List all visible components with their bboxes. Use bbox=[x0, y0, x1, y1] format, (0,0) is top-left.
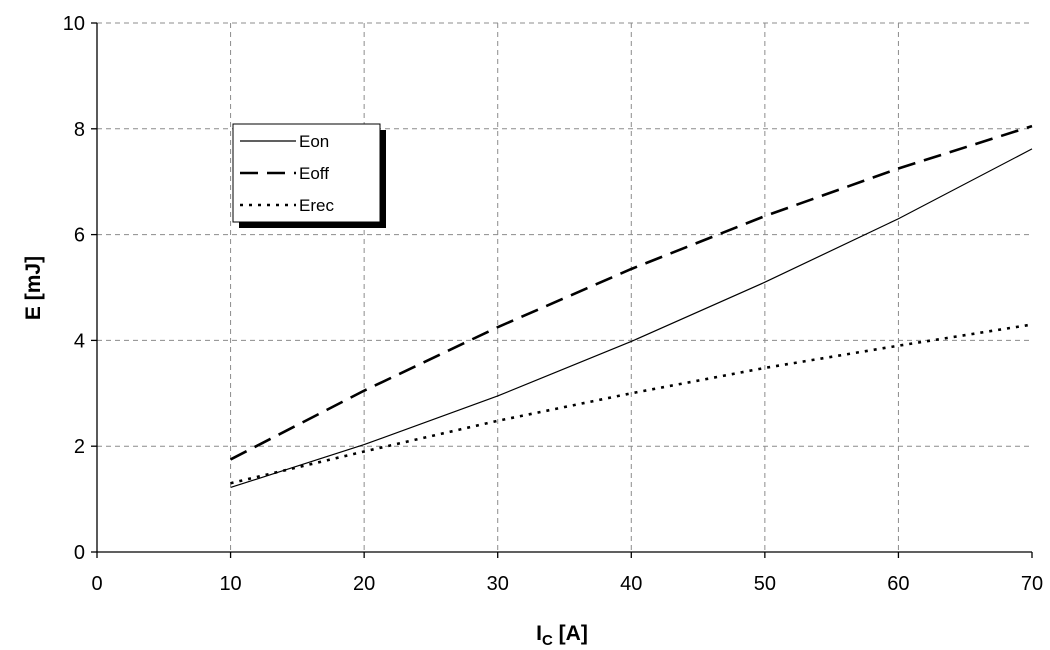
x-tick-label: 0 bbox=[91, 573, 102, 595]
x-tick-label: 30 bbox=[487, 573, 509, 595]
series-line-eon bbox=[230, 148, 1033, 489]
tick-labels: 0 10 20 30 40 50 60 70 0 2 4 6 8 10 bbox=[63, 13, 1043, 595]
x-axis-title-main: I bbox=[536, 622, 542, 645]
x-tick-label: 40 bbox=[620, 573, 642, 595]
series-layer bbox=[229, 124, 1033, 489]
x-axis-title-subscript: C bbox=[542, 632, 553, 649]
legend-label-erec: Erec bbox=[299, 196, 334, 215]
series-line-eoff bbox=[229, 124, 1033, 461]
x-tick-label: 60 bbox=[887, 573, 909, 595]
y-tick-label: 8 bbox=[74, 119, 85, 141]
y-tick-label: 10 bbox=[63, 13, 85, 35]
y-tick-label: 6 bbox=[74, 225, 85, 247]
x-axis-title-unit: [A] bbox=[553, 622, 588, 645]
x-tick-label: 70 bbox=[1021, 573, 1043, 595]
legend-label-eoff: Eoff bbox=[299, 164, 329, 183]
y-tick-label: 2 bbox=[74, 436, 85, 458]
x-tick-label: 20 bbox=[353, 573, 375, 595]
y-tick-label: 4 bbox=[74, 330, 85, 352]
axes bbox=[91, 22, 1033, 558]
x-tick-label: 50 bbox=[754, 573, 776, 595]
legend: Eon Eoff Erec bbox=[232, 123, 386, 228]
y-axis-title: E [mJ] bbox=[22, 256, 45, 320]
x-tick-label: 10 bbox=[219, 573, 241, 595]
grid bbox=[97, 22, 1032, 552]
legend-label-eon: Eon bbox=[299, 132, 329, 151]
x-axis-title: IC [A] bbox=[536, 622, 588, 649]
y-tick-label: 0 bbox=[74, 542, 85, 564]
series-line-erec bbox=[230, 323, 1033, 485]
